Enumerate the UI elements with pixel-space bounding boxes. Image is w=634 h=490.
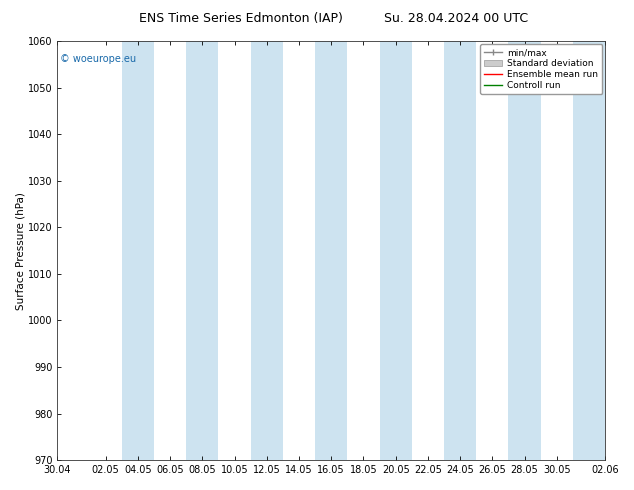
Bar: [250, 41, 283, 460]
Bar: [508, 41, 541, 460]
Text: ENS Time Series Edmonton (IAP): ENS Time Series Edmonton (IAP): [139, 12, 343, 25]
Bar: [573, 41, 605, 460]
Bar: [444, 41, 476, 460]
Bar: [186, 41, 219, 460]
Legend: min/max, Standard deviation, Ensemble mean run, Controll run: min/max, Standard deviation, Ensemble me…: [480, 44, 602, 94]
Y-axis label: Surface Pressure (hPa): Surface Pressure (hPa): [15, 192, 25, 310]
Text: © woeurope.eu: © woeurope.eu: [60, 53, 136, 64]
Text: Su. 28.04.2024 00 UTC: Su. 28.04.2024 00 UTC: [384, 12, 529, 25]
Bar: [315, 41, 347, 460]
Bar: [122, 41, 154, 460]
Bar: [380, 41, 412, 460]
